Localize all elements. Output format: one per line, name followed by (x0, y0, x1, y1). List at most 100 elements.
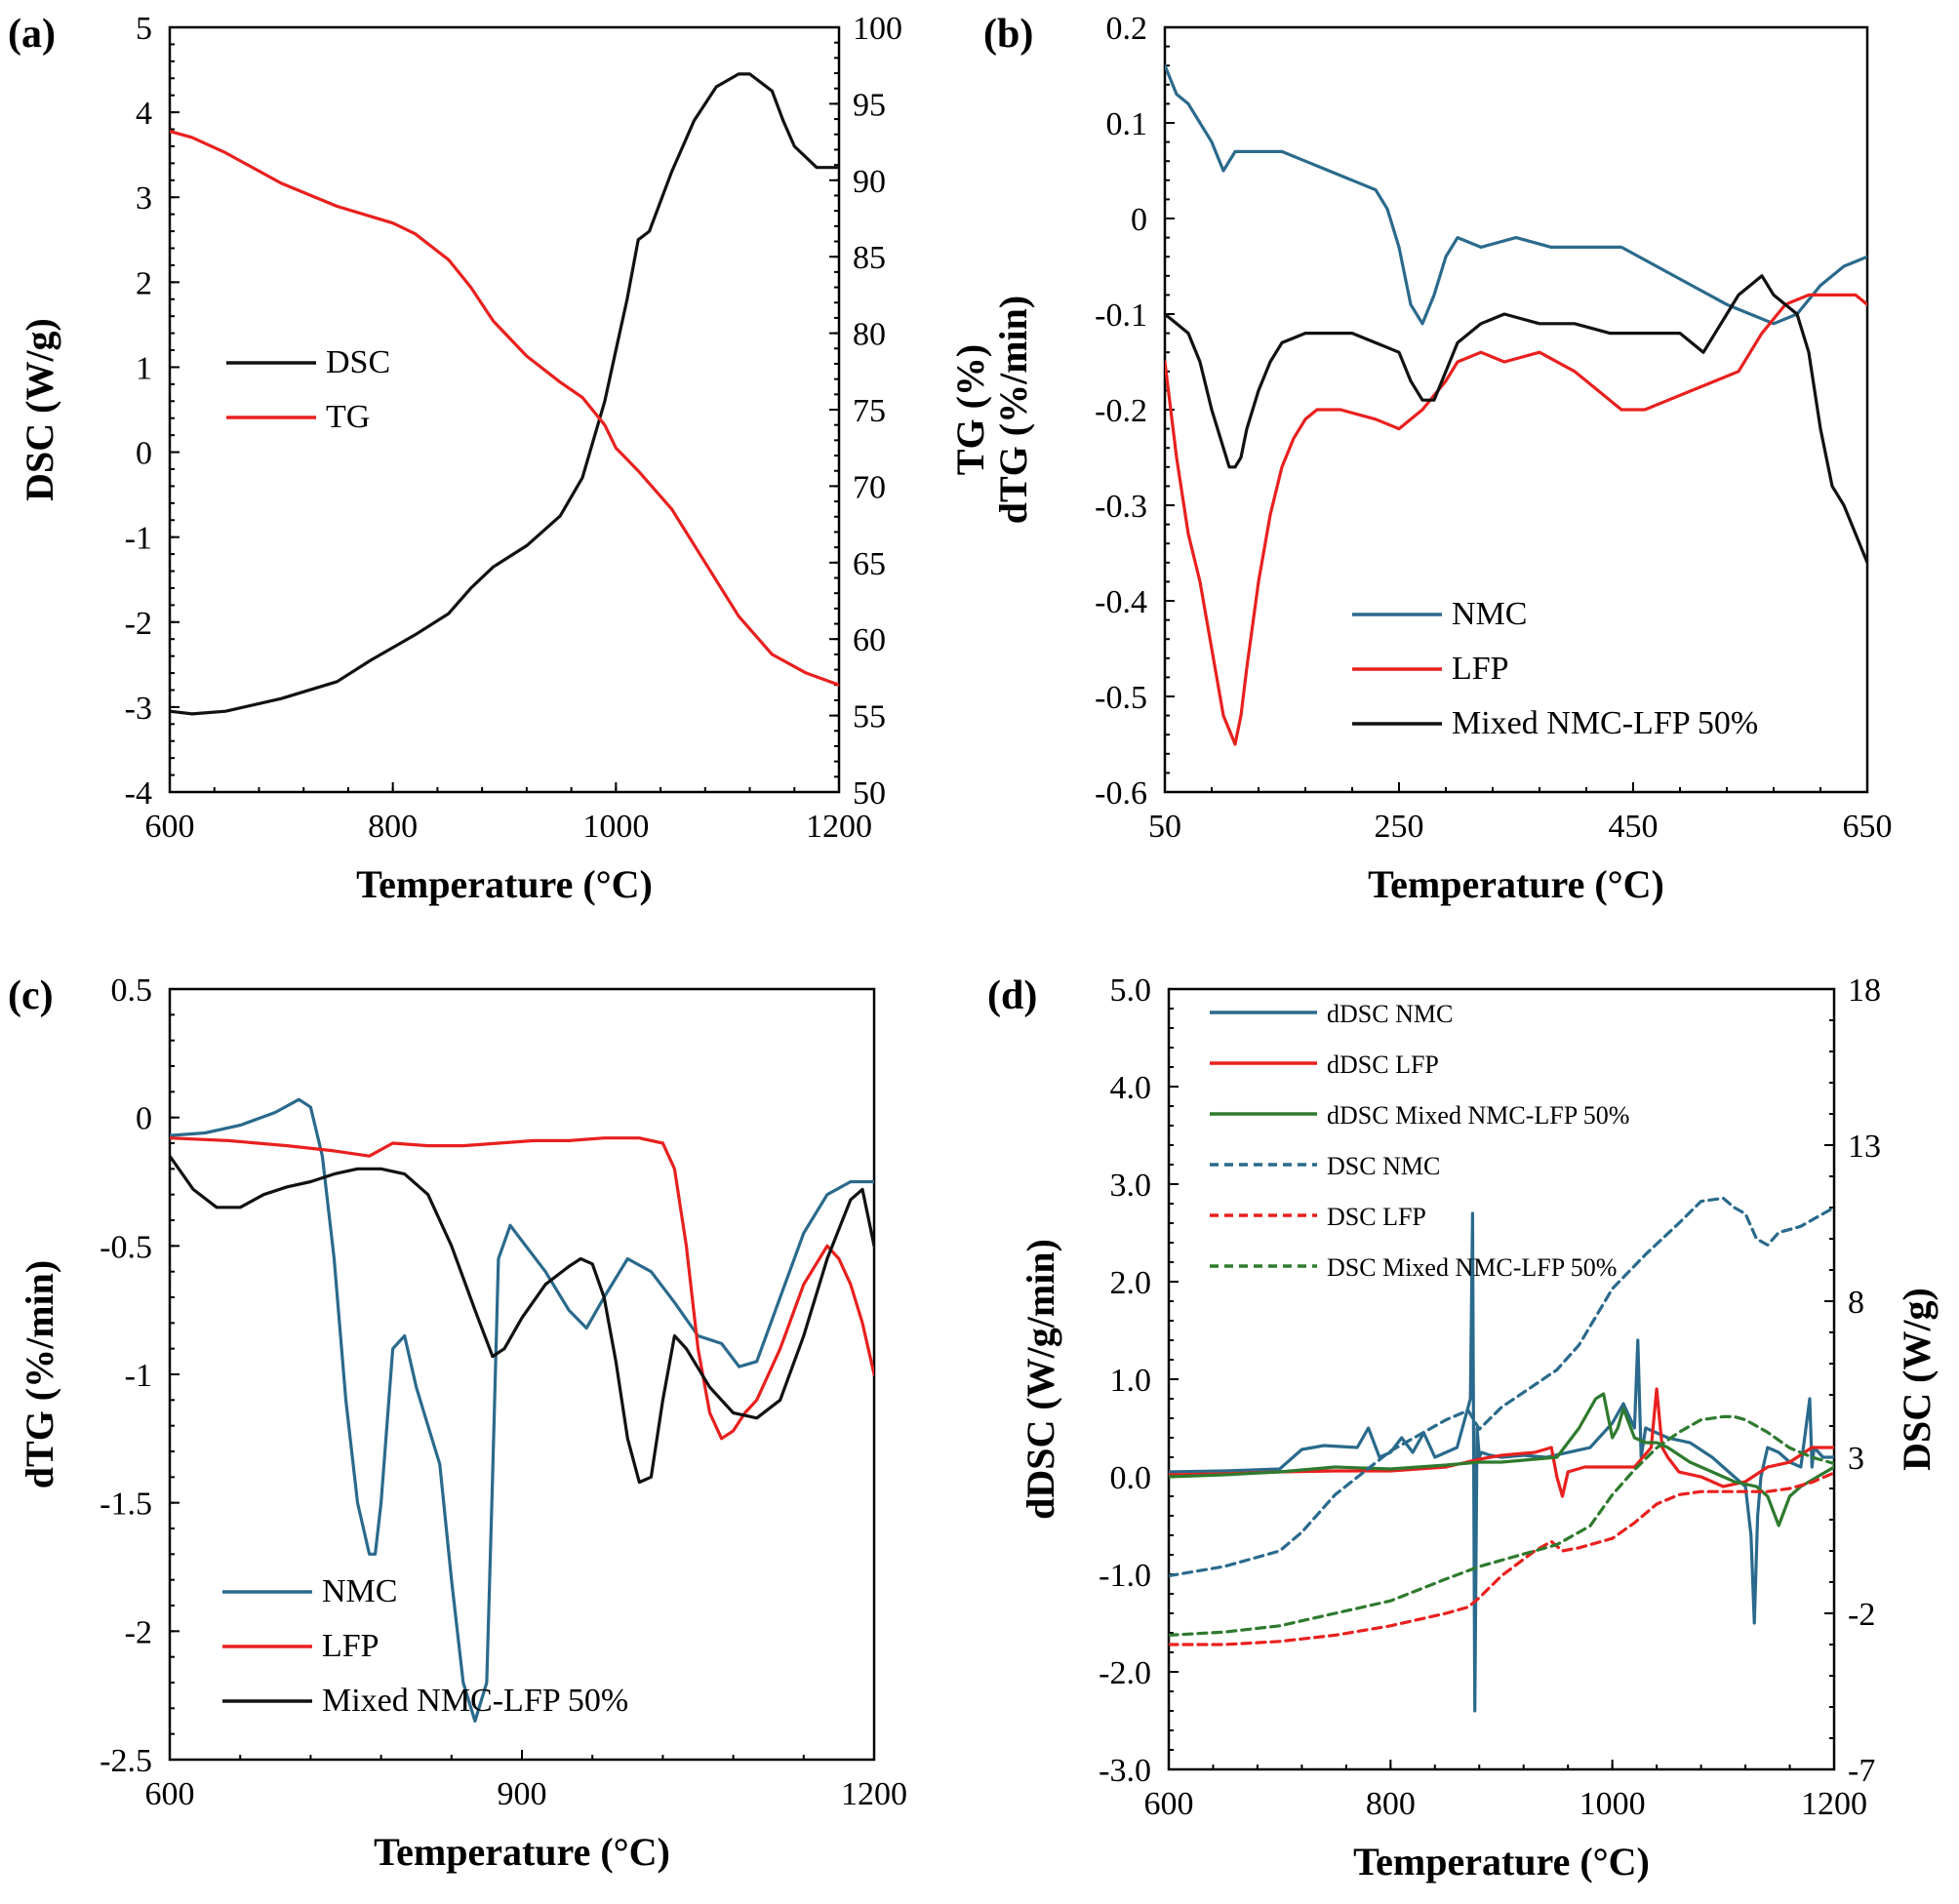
x-tick-label: 1200 (806, 809, 872, 845)
y-right-tick-label: 50 (853, 775, 886, 812)
y-right-tick-label: 55 (853, 699, 886, 735)
y-tick-label: 1.0 (1110, 1363, 1152, 1399)
y-right-tick-label: 65 (853, 546, 886, 582)
panel-3: (d) 600 800 1000 1200 -3.0 -2.0 -1.0 0.0 1.0 2.0 3.… (987, 972, 1939, 1884)
y-tick-label: 1 (136, 350, 152, 386)
y-tick-label: -0.5 (1095, 680, 1147, 716)
x-tick-label: 1000 (582, 809, 649, 845)
y-right-tick-label: 8 (1848, 1285, 1864, 1321)
y-right-axis-title: TG (%) (948, 344, 992, 475)
y-tick-label: -0.6 (1095, 775, 1147, 812)
legend-label: NMC (322, 1573, 397, 1609)
y-tick-label: -2.5 (100, 1743, 152, 1779)
legend-label: dDSC Mixed NMC-LFP 50% (1327, 1101, 1629, 1130)
legend-label: Mixed NMC-LFP 50% (1452, 705, 1758, 741)
x-tick-label: 650 (1843, 809, 1893, 845)
legend-label: DSC LFP (1327, 1203, 1426, 1231)
legend-label: TG (326, 399, 370, 435)
x-tick-label: 450 (1609, 809, 1659, 845)
y-tick-label: 3 (136, 180, 152, 217)
y-tick-label: -1 (125, 1358, 152, 1394)
panel-label: (d) (987, 973, 1037, 1018)
y-tick-label: -0.5 (100, 1229, 152, 1265)
x-tick-label: 50 (1148, 809, 1181, 845)
plot-frame (168, 25, 841, 794)
legend-label: DSC Mixed NMC-LFP 50% (1327, 1253, 1617, 1282)
legend-label: LFP (322, 1628, 380, 1664)
x-tick-label: 800 (1366, 1786, 1416, 1822)
y-tick-label: -1.5 (100, 1487, 152, 1523)
series-line-dsc (170, 72, 839, 716)
y-right-tick-label: 18 (1848, 972, 1881, 1009)
series-line-nmc (170, 1097, 874, 1724)
y-tick-label: 4 (136, 96, 152, 132)
series-line-dsc-mixed-nmc-lfp-50 (1169, 1414, 1834, 1637)
panel-1: (b) 50 250 450 650 -0.6 -0.5 -0.4 -0.3 -0.2 -0.1 0 0… (983, 11, 1893, 906)
y-tick-label: 0.1 (1106, 106, 1148, 142)
y-right-tick-label: -2 (1848, 1597, 1875, 1633)
legend-label: DSC NMC (1327, 1152, 1440, 1180)
y-right-tick-label: 75 (853, 393, 886, 429)
y-tick-label: -0.2 (1095, 393, 1147, 429)
panel-label: (b) (983, 12, 1033, 57)
y-tick-label: -3.0 (1099, 1753, 1151, 1789)
series-line-ddsc-mixed-nmc-lfp-50 (1169, 1392, 1834, 1527)
series-line-lfp (170, 1136, 874, 1441)
y-tick-label: 0 (1131, 202, 1147, 238)
x-tick-label: 250 (1375, 809, 1424, 845)
y-right-tick-label: 95 (853, 87, 886, 123)
x-tick-label: 1200 (841, 1776, 907, 1812)
y-tick-label: -0.3 (1095, 489, 1147, 525)
y-right-tick-label: 70 (853, 469, 886, 505)
y-tick-label: -2 (125, 606, 152, 642)
y-tick-label: -0.1 (1095, 298, 1147, 334)
y-tick-label: -4 (125, 775, 152, 812)
y-tick-label: -2 (125, 1614, 152, 1650)
y-right-tick-label: 100 (853, 11, 902, 47)
y-tick-label: -3 (125, 691, 152, 727)
y-tick-label: 5.0 (1110, 972, 1152, 1009)
legend-label: NMC (1452, 596, 1527, 632)
legend-label: dDSC LFP (1327, 1051, 1439, 1079)
x-tick-label: 800 (368, 809, 418, 845)
legend-label: DSC (326, 344, 390, 380)
x-tick-label: 1200 (1801, 1786, 1867, 1822)
y-tick-label: 0 (136, 1101, 152, 1137)
y-axis-title: dTG (%/min) (18, 1260, 61, 1488)
y-axis-title: dTG (%/min) (991, 296, 1035, 524)
y-axis-title: DSC (W/g) (18, 318, 61, 501)
y-tick-label: 2 (136, 265, 152, 301)
panel-2: (c) 600 900 1200 -2.5 -2 -1.5 -1 -0.5 0 0.5 Tempera… (8, 972, 907, 1874)
x-axis-title: Temperature (°C) (374, 1830, 670, 1874)
y-tick-label: 3.0 (1110, 1168, 1152, 1204)
y-right-tick-label: 90 (853, 164, 886, 200)
legend-label: Mixed NMC-LFP 50% (322, 1683, 628, 1719)
x-tick-label: 600 (1144, 1786, 1194, 1822)
x-tick-label: 600 (145, 1776, 195, 1812)
series-line-ddsc-lfp (1169, 1387, 1834, 1498)
y-tick-label: 0.5 (111, 972, 153, 1009)
series-line-mixed-nmc-lfp-50 (170, 1154, 874, 1485)
y-right-tick-label: 13 (1848, 1129, 1881, 1165)
panel-0: (a)600 800 1000 1200-4-3-2-1012345505560657… (8, 11, 992, 906)
y-tick-label: 4.0 (1110, 1070, 1152, 1106)
panel-label: (c) (8, 973, 54, 1018)
y-right-tick-label: 80 (853, 317, 886, 353)
y-tick-label: 2.0 (1110, 1265, 1152, 1301)
series-line-dsc-lfp (1169, 1471, 1834, 1646)
y-right-tick-label: -7 (1848, 1753, 1875, 1789)
panel-label: (a) (8, 12, 56, 57)
x-tick-label: 600 (145, 809, 195, 845)
series-line-nmc (1165, 63, 1867, 326)
x-axis-title: Temperature (°C) (356, 862, 653, 906)
y-right-tick-label: 60 (853, 622, 886, 658)
y-tick-label: 0.2 (1106, 11, 1148, 47)
y-tick-label: -1.0 (1099, 1558, 1151, 1594)
series-line-dsc-nmc (1169, 1196, 1834, 1578)
y-tick-label: -2.0 (1099, 1655, 1151, 1691)
series-line-lfp (1165, 293, 1867, 746)
x-axis-title: Temperature (°C) (1368, 862, 1664, 906)
x-tick-label: 900 (498, 1776, 547, 1812)
y-axis-title: dDSC (W/g/min) (1019, 1239, 1062, 1520)
